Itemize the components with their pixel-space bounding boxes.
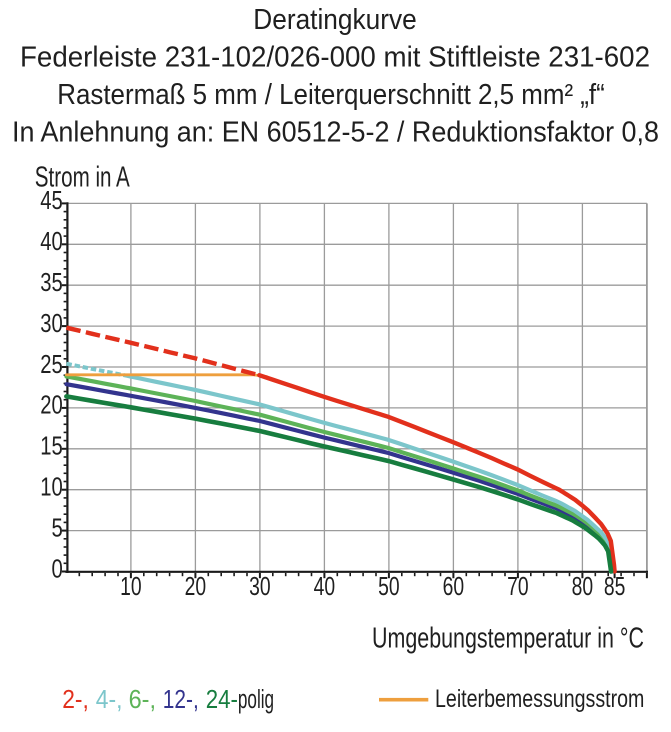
svg-text:Strom in A: Strom in A bbox=[35, 161, 130, 193]
svg-text:30: 30 bbox=[249, 571, 271, 601]
svg-text:In Anlehnung an: EN 60512-5-2: In Anlehnung an: EN 60512-5-2 / Reduktio… bbox=[12, 117, 659, 149]
svg-text:5: 5 bbox=[52, 512, 63, 542]
svg-text:20: 20 bbox=[185, 571, 207, 601]
svg-text:2-,: 2-, bbox=[62, 686, 89, 714]
svg-text:35: 35 bbox=[40, 267, 63, 297]
svg-text:24-: 24- bbox=[206, 686, 238, 714]
svg-text:40: 40 bbox=[314, 571, 336, 601]
svg-text:Federleiste 231-102/026-000 mi: Federleiste 231-102/026-000 mit Stiftlei… bbox=[20, 42, 650, 74]
svg-text:20: 20 bbox=[40, 390, 63, 420]
svg-text:25: 25 bbox=[40, 349, 63, 379]
svg-text:6-,: 6-, bbox=[129, 686, 156, 714]
svg-text:10: 10 bbox=[40, 472, 63, 502]
svg-text:70: 70 bbox=[507, 571, 529, 601]
svg-text:Rastermaß 5 mm / Leiterquersch: Rastermaß 5 mm / Leiterquerschnitt 2,5 m… bbox=[57, 79, 605, 111]
svg-text:12-,: 12-, bbox=[163, 686, 199, 714]
svg-text:85: 85 bbox=[604, 571, 626, 601]
svg-text:60: 60 bbox=[443, 571, 465, 601]
svg-text:40: 40 bbox=[40, 226, 63, 256]
svg-text:0: 0 bbox=[52, 553, 63, 583]
svg-text:45: 45 bbox=[40, 185, 63, 215]
svg-text:80: 80 bbox=[572, 571, 594, 601]
svg-text:Leiterbemessungsstrom: Leiterbemessungsstrom bbox=[435, 685, 644, 713]
svg-text:15: 15 bbox=[40, 431, 63, 461]
svg-text:Deratingkurve: Deratingkurve bbox=[253, 4, 417, 36]
svg-text:4-,: 4-, bbox=[96, 686, 123, 714]
svg-text:10: 10 bbox=[120, 571, 142, 601]
svg-text:polig: polig bbox=[238, 686, 274, 714]
svg-text:50: 50 bbox=[378, 571, 400, 601]
svg-text:30: 30 bbox=[40, 308, 63, 338]
svg-text:Umgebungstemperatur in °C: Umgebungstemperatur in °C bbox=[372, 622, 644, 654]
